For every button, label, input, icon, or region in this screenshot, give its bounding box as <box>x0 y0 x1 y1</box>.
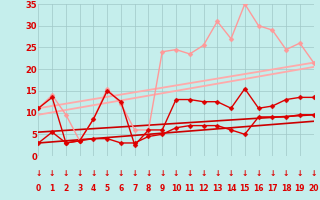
Text: ↓: ↓ <box>76 169 83 178</box>
Text: ↓: ↓ <box>228 169 234 178</box>
Text: ↓: ↓ <box>187 169 193 178</box>
Text: 19: 19 <box>295 184 305 193</box>
Text: 0: 0 <box>36 184 41 193</box>
Text: 7: 7 <box>132 184 137 193</box>
Text: ↓: ↓ <box>283 169 289 178</box>
Text: 13: 13 <box>212 184 222 193</box>
Text: ↓: ↓ <box>159 169 165 178</box>
Text: 9: 9 <box>160 184 165 193</box>
Text: ↓: ↓ <box>132 169 138 178</box>
Text: 8: 8 <box>146 184 151 193</box>
Text: 18: 18 <box>281 184 292 193</box>
Text: 6: 6 <box>118 184 124 193</box>
Text: 15: 15 <box>240 184 250 193</box>
Text: 10: 10 <box>171 184 181 193</box>
Text: 16: 16 <box>253 184 264 193</box>
Text: 14: 14 <box>226 184 236 193</box>
Text: ↓: ↓ <box>200 169 207 178</box>
Text: 1: 1 <box>50 184 55 193</box>
Text: 11: 11 <box>185 184 195 193</box>
Text: ↓: ↓ <box>104 169 110 178</box>
Text: 3: 3 <box>77 184 82 193</box>
Text: ↓: ↓ <box>214 169 220 178</box>
Text: ↓: ↓ <box>297 169 303 178</box>
Text: ↓: ↓ <box>173 169 179 178</box>
Text: ↓: ↓ <box>63 169 69 178</box>
Text: 20: 20 <box>308 184 319 193</box>
Text: ↓: ↓ <box>269 169 276 178</box>
Text: ↓: ↓ <box>255 169 262 178</box>
Text: ↓: ↓ <box>310 169 317 178</box>
Text: 12: 12 <box>198 184 209 193</box>
Text: 4: 4 <box>91 184 96 193</box>
Text: ↓: ↓ <box>35 169 42 178</box>
Text: ↓: ↓ <box>118 169 124 178</box>
Text: ↓: ↓ <box>49 169 55 178</box>
Text: ↓: ↓ <box>90 169 97 178</box>
Text: 17: 17 <box>267 184 278 193</box>
Text: 5: 5 <box>105 184 110 193</box>
Text: ↓: ↓ <box>145 169 152 178</box>
Text: 2: 2 <box>63 184 68 193</box>
Text: ↓: ↓ <box>242 169 248 178</box>
